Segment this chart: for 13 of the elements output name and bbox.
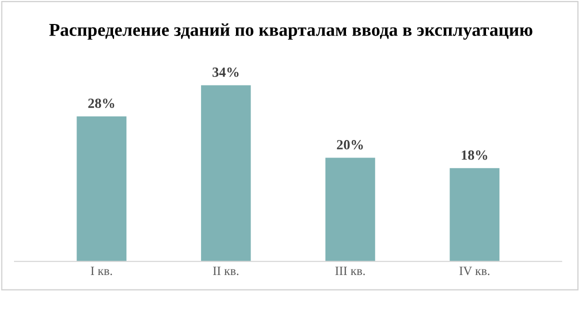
x-tick-label: II кв. — [213, 266, 238, 276]
bar — [450, 168, 500, 262]
data-label: 34% — [212, 68, 239, 77]
chart-title: Распределение зданий по кварталам ввода в эксплуатацию — [49, 23, 532, 40]
x-tick-label: I кв. — [90, 266, 112, 276]
data-label: 20% — [336, 140, 363, 150]
x-tick-label: III кв. — [335, 266, 365, 276]
bar — [76, 116, 126, 262]
bar — [201, 85, 251, 262]
data-label: 18% — [462, 150, 488, 160]
bar — [325, 158, 376, 262]
data-label: 28% — [88, 98, 114, 108]
x-tick-label: IV кв. — [459, 266, 490, 276]
